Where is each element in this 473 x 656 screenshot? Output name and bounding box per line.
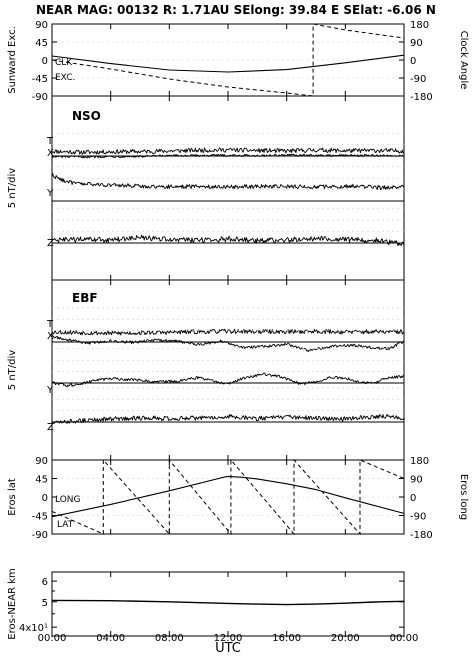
eros-angles-left-tick-label: 0 (42, 493, 48, 504)
ebf-y-label: Y (46, 385, 54, 396)
nso-z-label: Z (47, 238, 54, 249)
angles-series-left-axis-line (51, 54, 405, 73)
ebf-x-label: X (47, 331, 54, 342)
eros-angles-left-ylabel: Eros lat (7, 478, 18, 516)
nso-y-label: Y (46, 188, 54, 199)
angles-right-tick-label: 0 (410, 56, 416, 67)
distance-tick-label: 4x10¹ (19, 623, 48, 634)
angles-right-tick-label: 90 (410, 38, 423, 49)
eros-angles-right-tick-label: 180 (410, 456, 429, 467)
nso-y-trace (51, 173, 405, 191)
nso-x-trace (51, 153, 404, 159)
nso-t-label: T (46, 136, 54, 147)
chart-marks: 00:00 04:00 08:00 12:00 16:00 20:00 00:00 90 180… (19, 20, 433, 644)
ebf-z-trace (51, 413, 405, 424)
x-tick-label: 00:00 (38, 633, 67, 644)
angles-right-tick-label: 180 (410, 20, 429, 31)
eros-angles-left-tick-label: 90 (35, 456, 48, 467)
distance-tick-label: 5 (42, 598, 48, 609)
angles-series-right-axis-line (51, 23, 405, 97)
ebf-panel-frame (51, 279, 405, 461)
angles-left-tick-label: -45 (32, 74, 48, 85)
eros-angles-right-tick-label: 90 (410, 475, 423, 486)
nso-ylabel: 5 nT/div (7, 168, 18, 208)
ebf-z-label: Z (47, 422, 54, 433)
x-tick-label: 04:00 (96, 633, 125, 644)
angles-left-tick-label: -90 (32, 92, 48, 103)
distance-tick-label: 6 (42, 577, 48, 588)
angles-left-tick-label: 45 (35, 38, 48, 49)
eros-angles-left-tick-label: 45 (35, 475, 48, 486)
eros-angles-left-tick-label: -90 (32, 530, 48, 541)
nso-panel-frame (51, 95, 405, 281)
clock-angle-annotation: CLK (55, 58, 73, 68)
distance-ylabel: Eros-NEAR km (7, 568, 18, 639)
ebf-ylabel: 5 nT/div (7, 350, 18, 390)
nso-x-label: X (47, 148, 54, 159)
angles-right-tick-label: -180 (410, 92, 433, 103)
angles-right-ylabel: Clock Angle (458, 31, 469, 90)
x-tick-label: 16:00 (272, 633, 301, 644)
nso-panel-label: NSO (72, 109, 101, 123)
figure-title: NEAR MAG: 00132 R: 1.71AU SElong: 39.84 … (36, 3, 436, 17)
x-tick-label: 12:00 (214, 633, 243, 644)
nso-z-trace (51, 234, 405, 247)
ebf-x-trace (51, 335, 405, 353)
angles-right-tick-label: -90 (410, 74, 426, 85)
eros-angles-series-left-axis-line (51, 475, 405, 518)
eros-angles-right-ylabel: Eros long (458, 474, 469, 520)
eros-angles-left-tick-label: -45 (32, 512, 48, 523)
eros-lat-annotation: LAT (57, 520, 74, 530)
ebf-y-trace (51, 372, 405, 388)
ebf-t-label: T (46, 319, 54, 330)
sunward-excursion-annotation: EXC. (55, 73, 75, 83)
x-tick-label: 08:00 (155, 633, 184, 644)
eros-angles-right-tick-label: 0 (410, 493, 416, 504)
x-tick-label: 20:00 (331, 633, 360, 644)
eros-long-annotation: LONG (55, 495, 81, 505)
angles-left-tick-label: 0 (42, 56, 48, 67)
distance-line (51, 599, 405, 606)
ebf-t-trace (51, 328, 405, 336)
angles-left-tick-label: 90 (35, 20, 48, 31)
x-tick-label: 00:00 (390, 633, 419, 644)
nso-t-trace (51, 147, 405, 155)
x-axis-label: UTC (215, 641, 241, 656)
eros-angles-series-right-axis-line (51, 458, 405, 536)
angles-left-ylabel: Sunward Exc. (7, 26, 18, 94)
eros-angles-right-tick-label: -180 (410, 530, 433, 541)
ebf-panel-label: EBF (72, 291, 98, 305)
eros-angles-right-tick-label: -90 (410, 512, 426, 523)
